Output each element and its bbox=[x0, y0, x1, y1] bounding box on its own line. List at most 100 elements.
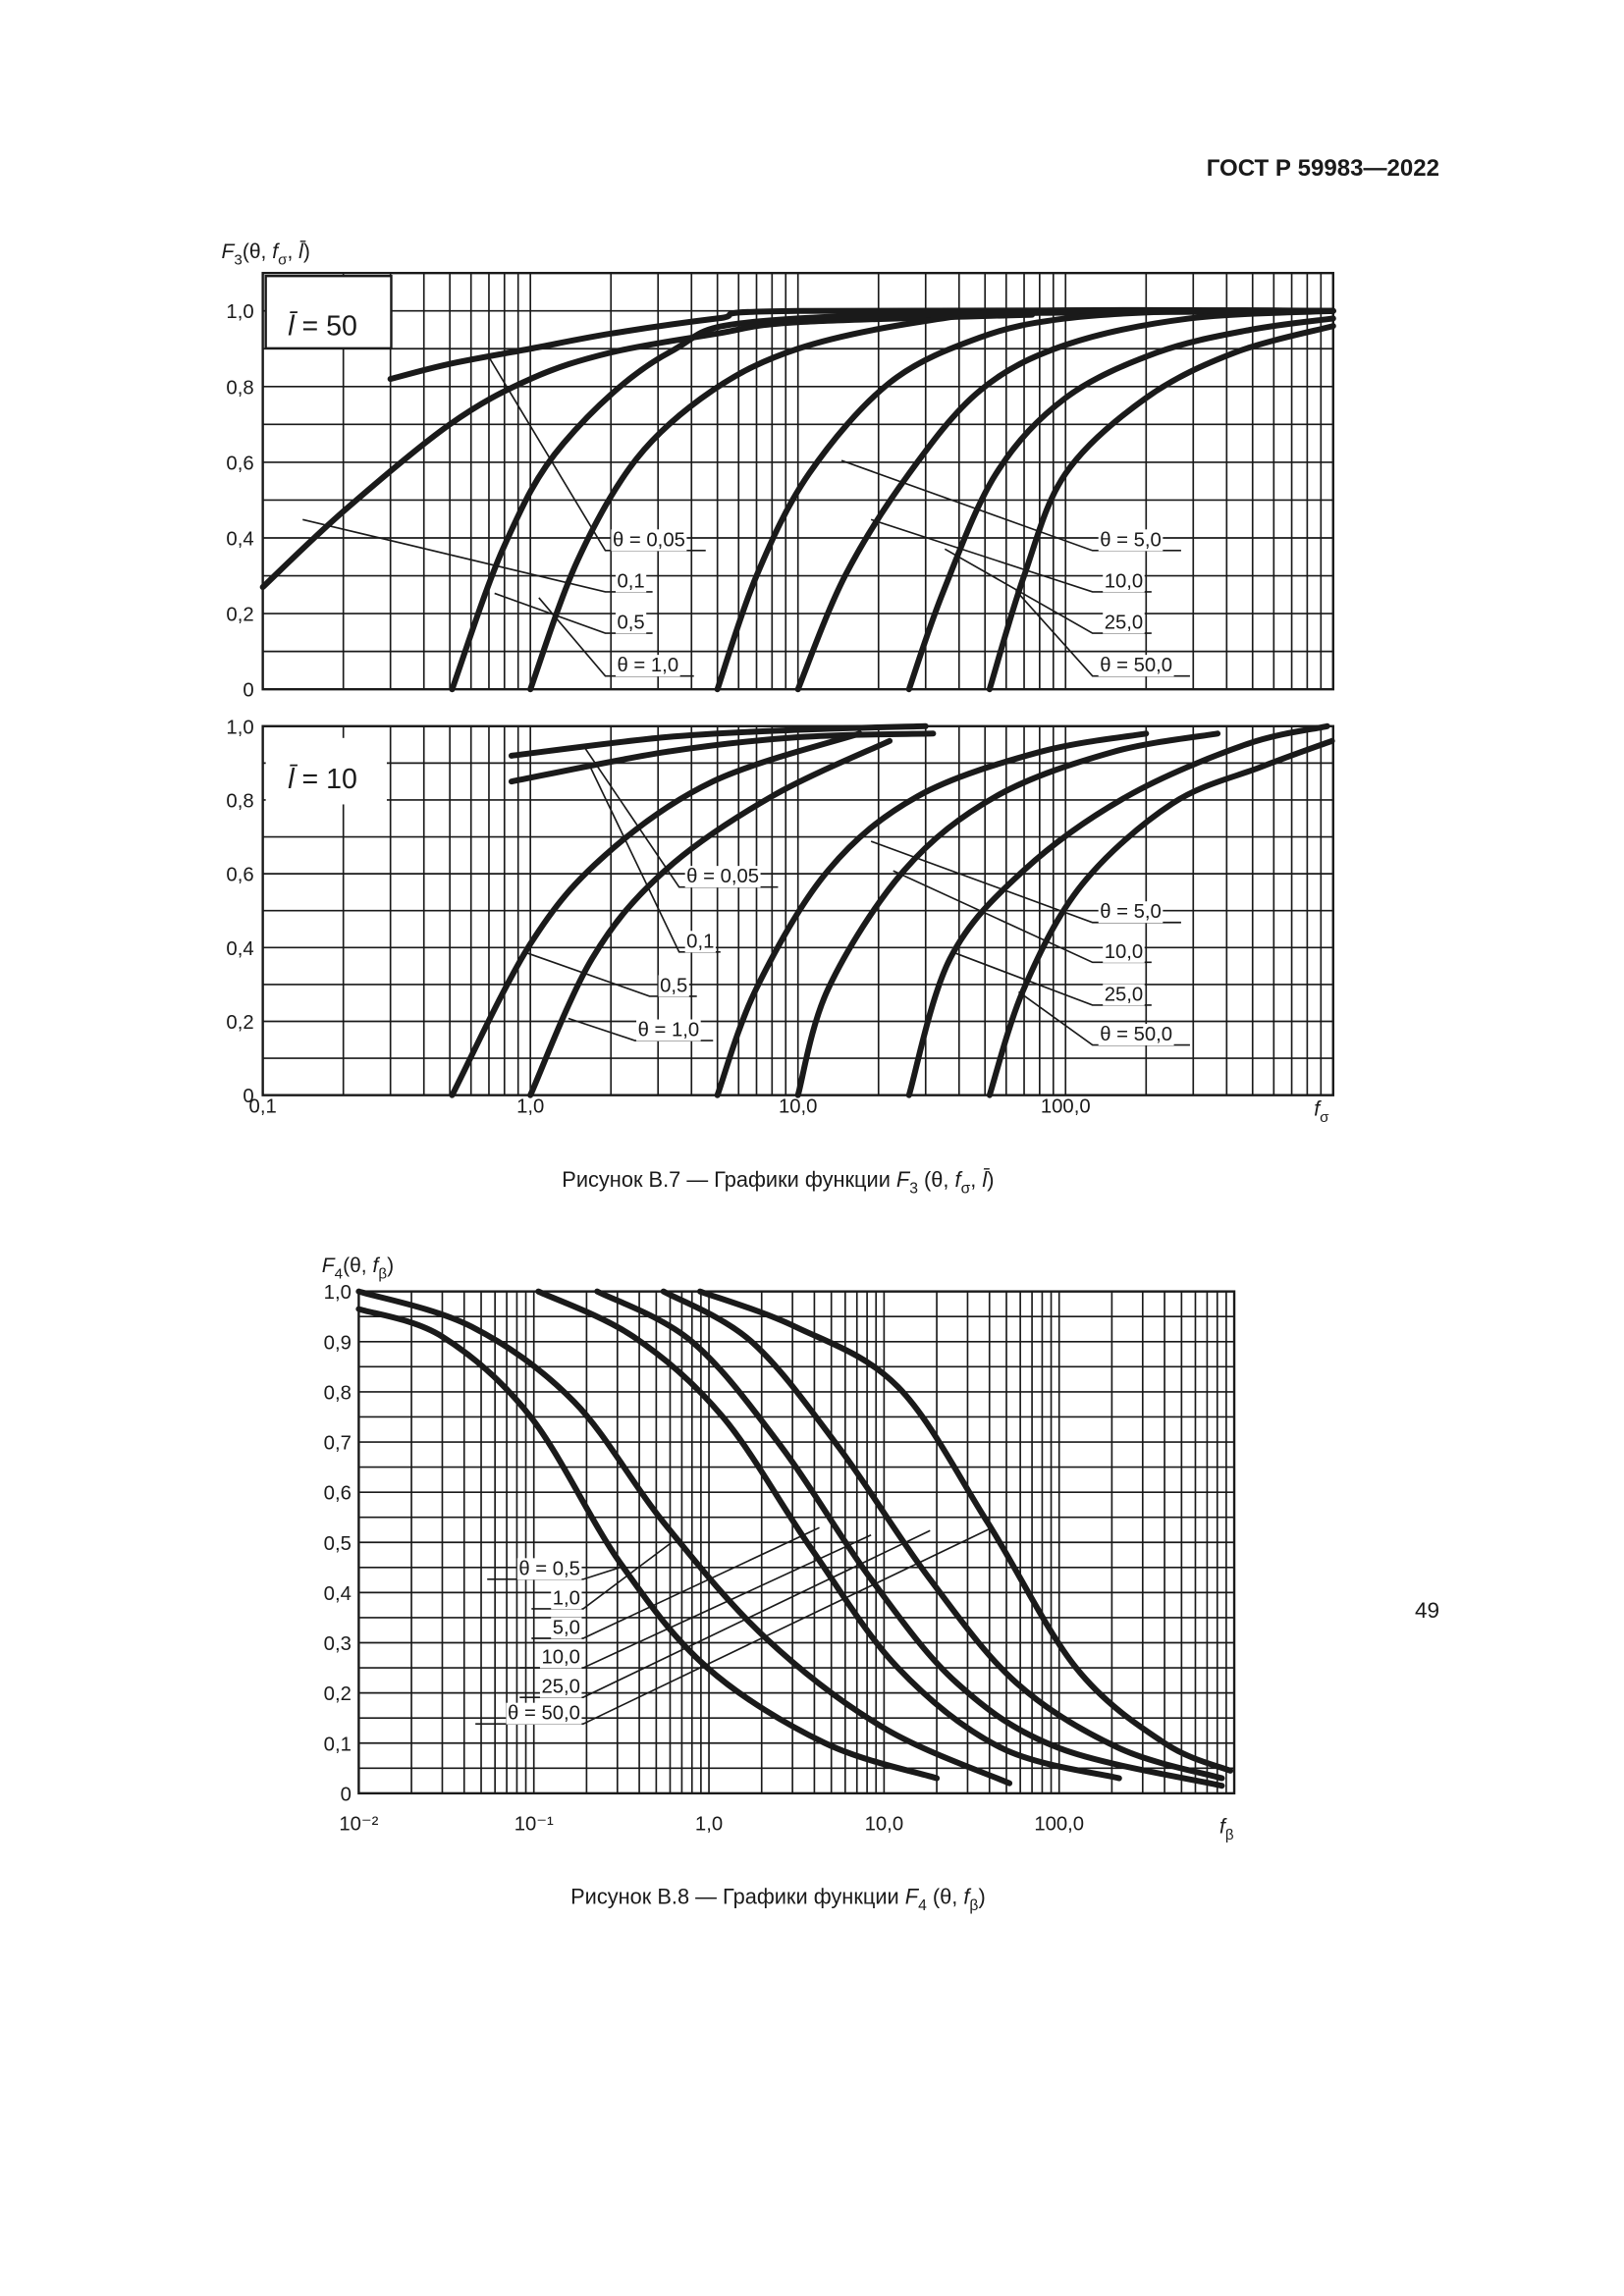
label-backdrop bbox=[1103, 984, 1145, 1006]
curve-label: θ = 1,0 bbox=[638, 1020, 700, 1041]
text-part: 4 bbox=[335, 1265, 343, 1282]
text-part: β bbox=[1225, 1827, 1234, 1843]
text-part: f bbox=[963, 1885, 971, 1909]
curve-label: 0,1 bbox=[686, 931, 714, 952]
text-part: F bbox=[222, 240, 236, 263]
curve bbox=[508, 722, 929, 759]
y-axis-label: F4(θ, fβ) bbox=[322, 1255, 394, 1282]
y-tick-label: 1,0 bbox=[324, 1282, 352, 1304]
text-part: = 50 bbox=[295, 310, 357, 342]
leader-line bbox=[519, 1529, 931, 1698]
curve-label: θ = 5,0 bbox=[1100, 529, 1162, 551]
text-part: f bbox=[955, 1167, 963, 1192]
x-tick-label: 10⁻² bbox=[339, 1813, 378, 1835]
label-backdrop bbox=[506, 1702, 582, 1725]
y-tick-label: 0,2 bbox=[324, 1683, 352, 1705]
text-part: f bbox=[1314, 1098, 1322, 1121]
text-part: F bbox=[322, 1255, 336, 1277]
text-part: f bbox=[272, 240, 280, 263]
text-part: Рисунок В.8 — Графики функции bbox=[570, 1885, 905, 1909]
curve bbox=[449, 730, 863, 1098]
panel-label-box bbox=[264, 274, 393, 350]
curve bbox=[355, 1306, 941, 1782]
curve-label: 10,0 bbox=[1105, 570, 1143, 592]
curve bbox=[986, 737, 1335, 1098]
curve bbox=[714, 307, 1336, 693]
label-backdrop bbox=[684, 866, 761, 888]
label-backdrop bbox=[658, 975, 689, 997]
text-part: 3 bbox=[909, 1180, 918, 1197]
label-backdrop bbox=[1098, 529, 1164, 552]
curve-label: 5,0 bbox=[553, 1617, 580, 1638]
curve-label: θ = 50,0 bbox=[1100, 655, 1172, 676]
label-backdrop bbox=[539, 1646, 582, 1669]
y-tick-label: 0,4 bbox=[226, 938, 253, 960]
y-tick-label: 0 bbox=[243, 1086, 253, 1107]
y-tick-label: 0,3 bbox=[324, 1633, 352, 1655]
label-backdrop bbox=[616, 655, 680, 677]
y-tick-label: 0 bbox=[243, 680, 253, 702]
text-part: F bbox=[896, 1167, 911, 1192]
y-tick-label: 0,2 bbox=[226, 1012, 253, 1034]
text-part: Рисунок В.7 — Графики функции bbox=[562, 1167, 896, 1192]
text-part: (θ, bbox=[918, 1167, 955, 1192]
text-part: l̄ bbox=[298, 240, 305, 264]
x-axis-label: fσ bbox=[1314, 1098, 1329, 1126]
curve-label: 25,0 bbox=[1105, 984, 1143, 1005]
label-backdrop bbox=[1098, 655, 1174, 677]
label-backdrop bbox=[1103, 570, 1145, 593]
text-part: F bbox=[905, 1885, 920, 1909]
curve-label: 10,0 bbox=[541, 1647, 579, 1669]
label-backdrop bbox=[516, 1558, 582, 1580]
x-tick-label: 0,1 bbox=[249, 1096, 277, 1118]
text-part: = 10 bbox=[295, 764, 357, 795]
text-part: β bbox=[378, 1265, 387, 1282]
text-part: , bbox=[287, 240, 298, 263]
y-axis-label: F3(θ, fσ, l̄) bbox=[222, 240, 310, 269]
x-tick-label: 1,0 bbox=[516, 1096, 544, 1118]
y-tick-label: 0,8 bbox=[324, 1382, 352, 1404]
curve-label: 10,0 bbox=[1105, 941, 1143, 963]
text-part: (θ, bbox=[343, 1255, 372, 1277]
y-tick-label: 0,4 bbox=[324, 1583, 352, 1605]
x-tick-label: 1,0 bbox=[695, 1813, 723, 1835]
curve bbox=[986, 323, 1336, 693]
panel-label-box bbox=[265, 737, 387, 805]
text-part: σ bbox=[278, 251, 288, 268]
curve bbox=[535, 1288, 1122, 1782]
y-tick-label: 1,0 bbox=[226, 301, 253, 323]
curve bbox=[508, 730, 937, 785]
curve bbox=[259, 311, 1036, 591]
y-tick-label: 0,6 bbox=[226, 453, 253, 474]
label-backdrop bbox=[684, 931, 716, 953]
panel-label: l̄ = 10 bbox=[288, 764, 357, 795]
text-part: (θ, bbox=[243, 240, 272, 263]
curve bbox=[527, 737, 893, 1098]
figure-caption: Рисунок В.7 — Графики функции F3 (θ, fσ,… bbox=[562, 1167, 994, 1198]
text-part: ) bbox=[303, 240, 310, 263]
label-backdrop bbox=[616, 612, 647, 634]
label-backdrop bbox=[1103, 940, 1145, 963]
text-part: , bbox=[970, 1167, 982, 1192]
curve-label: 0,1 bbox=[618, 570, 645, 592]
x-tick-label: 100,0 bbox=[1034, 1813, 1084, 1835]
curve bbox=[594, 1288, 1225, 1789]
text-part: β bbox=[969, 1897, 978, 1914]
x-tick-label: 10,0 bbox=[865, 1813, 903, 1835]
curve bbox=[714, 730, 1150, 1098]
curve-label: θ = 1,0 bbox=[618, 655, 679, 676]
label-backdrop bbox=[616, 570, 647, 593]
text-part: ) bbox=[387, 1255, 394, 1277]
text-part: ) bbox=[987, 1167, 994, 1192]
label-backdrop bbox=[539, 1676, 582, 1698]
text-part: 4 bbox=[918, 1897, 927, 1914]
header-title: ГОСТ Р 59983—2022 bbox=[1207, 155, 1439, 182]
curve-label: θ = 50,0 bbox=[508, 1703, 580, 1725]
curve-label: 1,0 bbox=[553, 1587, 580, 1609]
plot-frame bbox=[357, 1290, 1236, 1795]
x-tick-label: 100,0 bbox=[1041, 1096, 1091, 1118]
text-part: (θ, bbox=[927, 1885, 964, 1909]
figure-caption: Рисунок В.8 — Графики функции F4 (θ, fβ) bbox=[570, 1885, 986, 1915]
curve-label: 25,0 bbox=[1105, 613, 1143, 634]
